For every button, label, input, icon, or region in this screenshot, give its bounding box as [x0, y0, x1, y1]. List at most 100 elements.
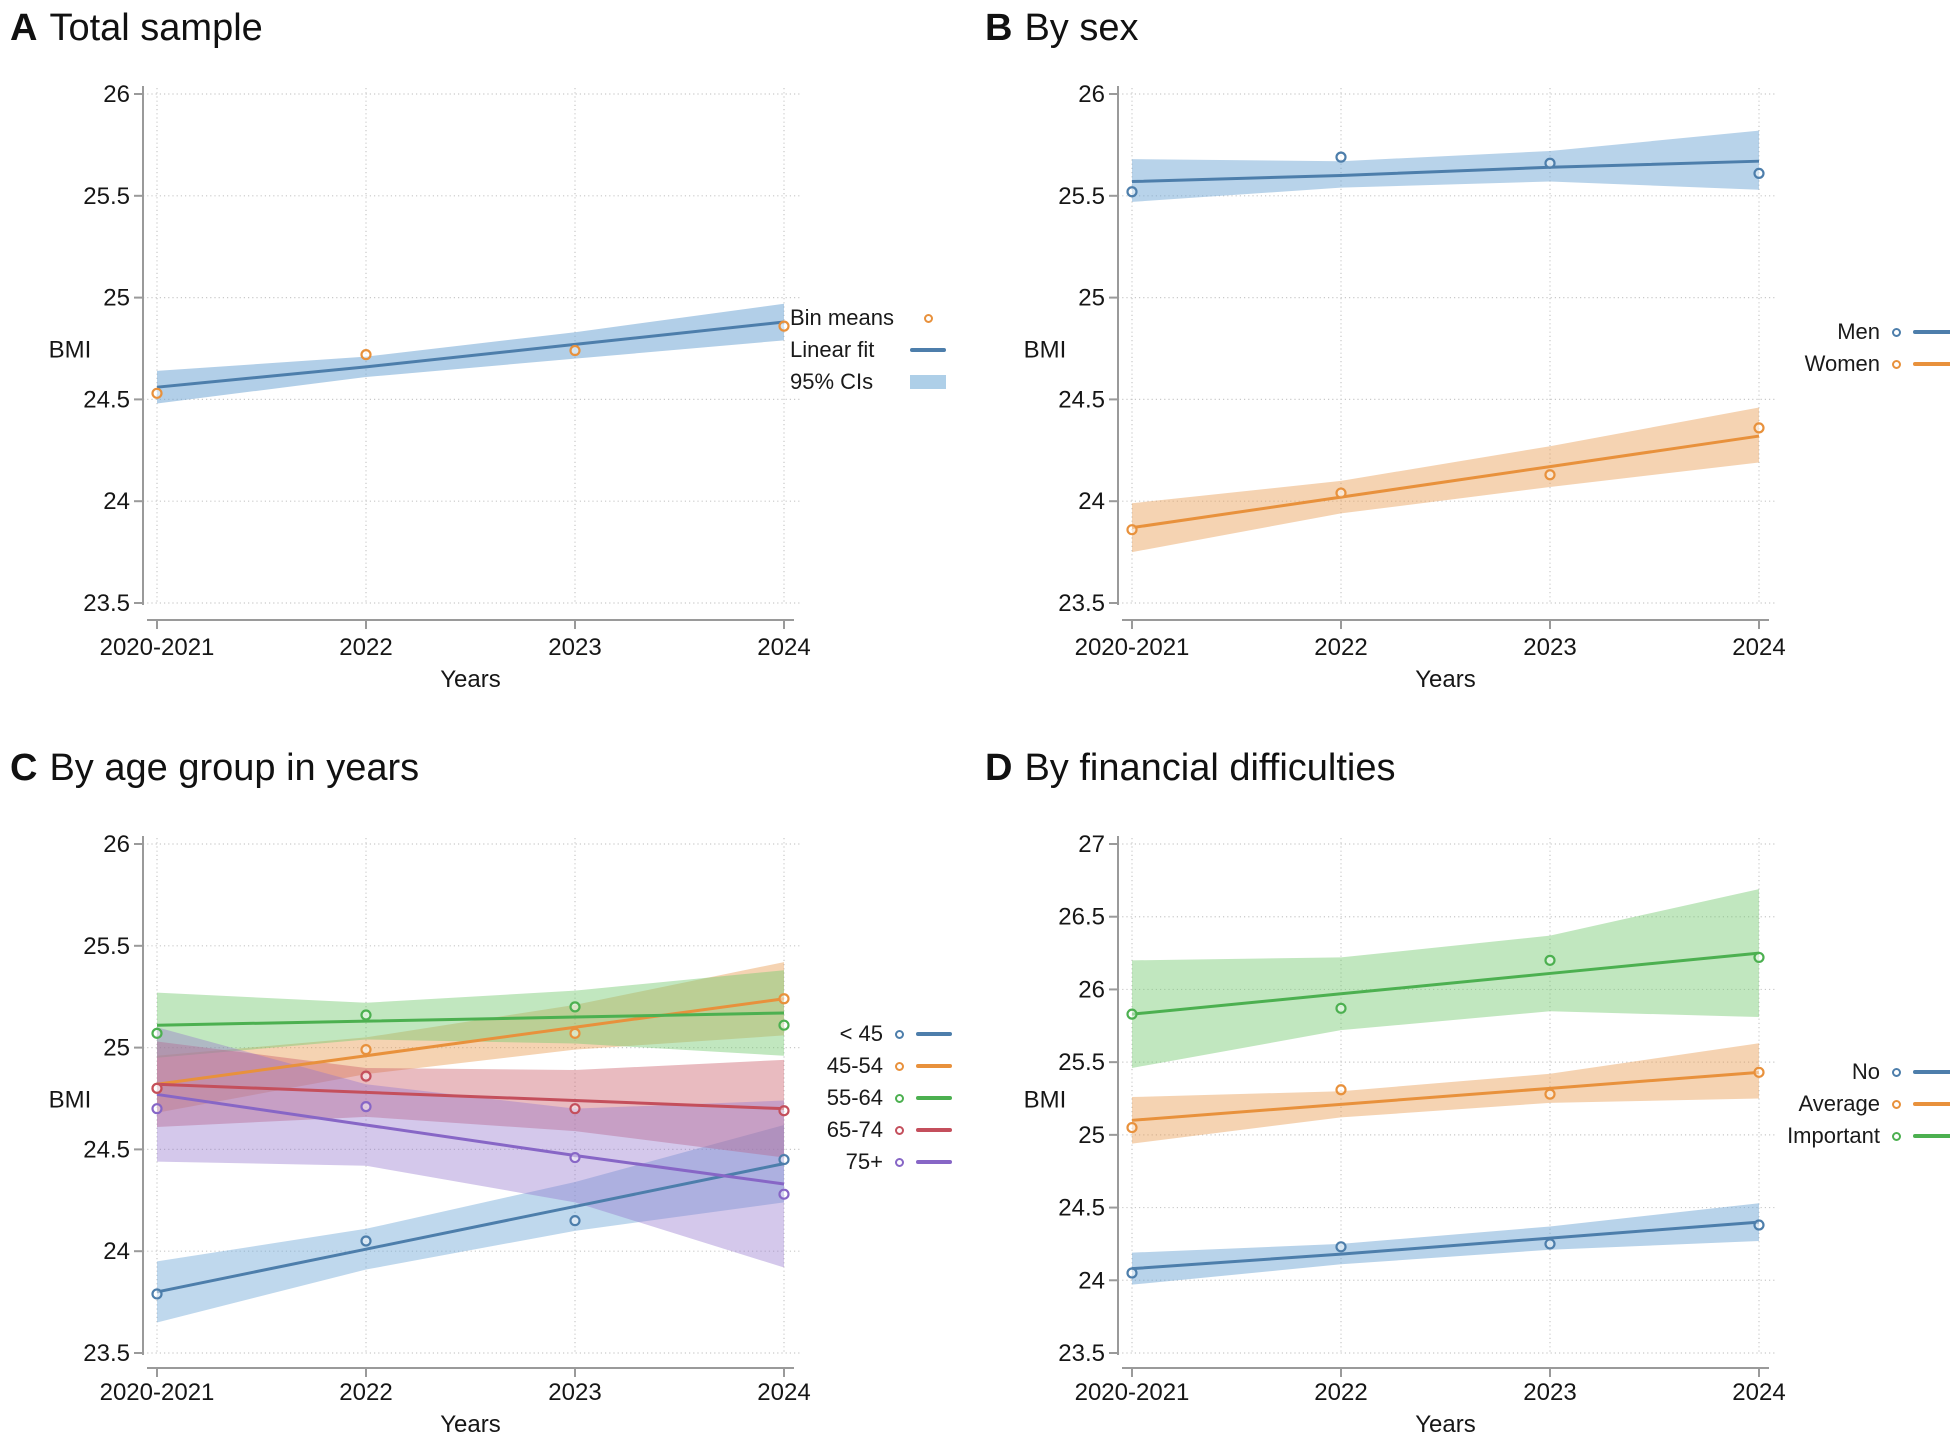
y-tick-label: 25 [1078, 1122, 1105, 1149]
legend-line-swatch [1913, 1070, 1950, 1074]
x-tick-label: 2023 [1523, 634, 1576, 661]
fit-lines [1131, 951, 1760, 1271]
gridlines [1118, 88, 1775, 604]
y-tick-label: 25.5 [83, 183, 130, 210]
x-tick-label: 2023 [1523, 1379, 1576, 1406]
y-axis-title: BMI [1024, 337, 1067, 364]
panel-title: B By sex [985, 6, 1950, 50]
y-axis-title: BMI [49, 337, 92, 364]
legend-dot-marker [923, 313, 933, 323]
y-tick-label: 25.5 [1058, 1049, 1105, 1076]
confidence-bands [1132, 130, 1759, 553]
legend-line-swatch [916, 1160, 952, 1164]
legend-item-average: Average [1787, 1091, 1950, 1116]
legend-label: Important [1787, 1123, 1880, 1148]
legend-dot-marker [1892, 359, 1901, 369]
legend-dot-marker [895, 1125, 904, 1135]
legend-swatch-wrap [906, 375, 950, 389]
fit-lines [156, 320, 785, 389]
fit-line-45-54 [156, 997, 785, 1086]
legend-item-65-74: 65-74 [827, 1117, 952, 1142]
panel-title: A Total sample [10, 6, 975, 50]
bin-mean-65-74 [569, 1103, 581, 1115]
legend-dot-marker [895, 1093, 904, 1103]
y-tick-label: 23.5 [1058, 590, 1105, 617]
legend-line-swatch [916, 1064, 952, 1068]
legend-item-45: < 45 [827, 1021, 952, 1046]
y-tick-label: 24 [1078, 488, 1105, 515]
ci-band-important [1132, 889, 1759, 1068]
legend-dot-marker [1892, 1131, 1901, 1141]
bin-mean-no [1753, 1219, 1765, 1231]
fit-line-total-sample [156, 320, 785, 389]
legend-swatch-wrap [906, 348, 950, 352]
chart-legend: Men Women [1805, 319, 1950, 376]
ci-band-average [1132, 1043, 1759, 1144]
y-axis-title: BMI [49, 1087, 92, 1114]
bin-mean-total-sample [569, 344, 581, 357]
legend-item-linear-fit: Linear fit [790, 337, 950, 362]
bin-mean-dots [1126, 951, 1765, 1279]
bin-mean-65-74 [151, 1082, 163, 1094]
legend-line-swatch [916, 1032, 952, 1036]
confidence-bands [1132, 889, 1759, 1285]
bin-mean-men [1544, 157, 1556, 169]
legend-line-swatch [1913, 362, 1950, 366]
bin-mean-total-sample [778, 320, 790, 332]
y-tick-label: 24.5 [83, 1136, 130, 1163]
y-tick-label: 26.5 [1058, 904, 1105, 931]
ci-band-total-sample [157, 303, 784, 404]
x-tick-label: 2024 [757, 634, 810, 661]
y-tick-label: 24 [103, 1238, 130, 1265]
bin-mean-75 [151, 1103, 163, 1115]
bin-mean-women [1544, 469, 1556, 481]
bin-mean-45 [360, 1235, 372, 1247]
bin-mean-75 [778, 1188, 790, 1200]
y-tick-label: 25 [103, 285, 130, 312]
bin-mean-75 [360, 1101, 372, 1113]
line-chart-total-sample: 23.5 24 24.5 25 25.5 26 2020-2021 2022 2023 2024 B… [49, 81, 811, 693]
legend-dot-marker [1892, 1099, 1901, 1109]
legend-label: Men [1837, 319, 1880, 344]
x-tick-label: 2024 [757, 1379, 810, 1406]
legend-dot-marker [895, 1061, 904, 1071]
panel-title-text: By sex [1024, 7, 1139, 49]
panel-total-sample: A Total sample 23.5 24 24.5 25 25.5 26 2020-202… [0, 0, 975, 700]
x-tick-label: 2022 [1314, 1379, 1367, 1406]
x-tick-label: 2024 [1732, 634, 1785, 661]
line-chart-by-sex: 23.5 24 24.5 25 25.5 26 2020-2021 2022 2023 2024 B… [1024, 81, 1786, 693]
legend-dot-marker [1892, 327, 1901, 337]
legend-item-men: Men [1805, 319, 1950, 344]
bin-mean-45 [778, 1153, 790, 1166]
axis-labels: 23.5 24 24.5 25 25.5 26 2020-2021 2022 2023 2024 B… [49, 81, 811, 693]
panel-by-age-group: C By age group in years 23.5 24 24.5 25 25.5 2… [0, 700, 975, 1438]
ci-band-no [1132, 1203, 1759, 1285]
panel-letter: B [985, 7, 1013, 49]
bin-mean-important [1753, 951, 1765, 964]
chart-legend: Bin means Linear fit 95% CIs [790, 305, 950, 394]
fit-line-important [1131, 951, 1760, 1016]
axis-labels: 23.5 24 24.5 25 25.5 26 2020-2021 2022 2023 2024 B… [49, 831, 811, 1438]
panel-title-text: By financial difficulties [1024, 747, 1396, 789]
x-tick-label: 2022 [1314, 634, 1367, 661]
y-tick-label: 23.5 [1058, 1340, 1105, 1367]
ci-band-45 [157, 1124, 784, 1323]
x-tick-label: 2022 [339, 1379, 392, 1406]
confidence-bands [157, 303, 784, 404]
line-chart-by-age-group: 23.5 24 24.5 25 25.5 26 2020-2021 2022 2023 2024 B… [49, 831, 811, 1438]
legend-item-95-cis: 95% CIs [790, 369, 950, 394]
bin-mean-65-74 [360, 1070, 372, 1082]
legend-line-swatch [1913, 1102, 1950, 1106]
gridlines [143, 88, 800, 604]
legend-label: < 45 [839, 1021, 883, 1046]
fit-line-55-64 [156, 1011, 785, 1027]
legend-dot-marker [895, 1157, 904, 1167]
y-tick-label: 23.5 [83, 1340, 130, 1367]
bin-mean-no [1335, 1241, 1347, 1253]
fit-line-men [1131, 159, 1760, 184]
legend-item-45-54: 45-54 [827, 1053, 952, 1078]
bin-mean-45 [151, 1288, 163, 1300]
legend-item-important: Important [1787, 1123, 1950, 1148]
bin-mean-45 [569, 1215, 581, 1227]
fit-line-45 [156, 1162, 785, 1294]
